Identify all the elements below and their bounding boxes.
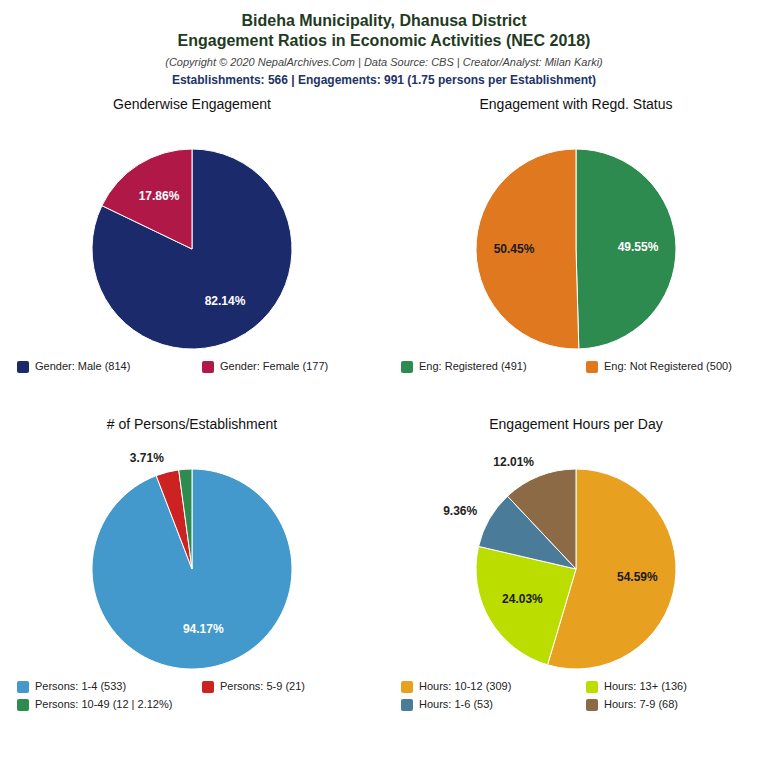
legend-swatch <box>202 681 214 693</box>
legend: Persons: 1-4 (533) Persons: 5-9 (21) Perso… <box>17 680 305 711</box>
legend-swatch <box>17 681 29 693</box>
legend-entry: Eng: Registered (491) <box>419 360 527 372</box>
data-label: 54.59% <box>617 570 658 584</box>
pie-chart: # of Persons/Establishment 94.17% 3.71% Per… <box>17 416 305 711</box>
page-title: Engagement Ratios in Economic Activities… <box>178 32 591 49</box>
legend-entry: Hours: 7-9 (68) <box>604 698 678 710</box>
pie-slice <box>92 469 292 669</box>
slices <box>476 149 676 349</box>
slices <box>476 469 676 669</box>
pie-slice <box>179 469 192 569</box>
legend-entry: Persons: 10-49 (12 | 2.12%) <box>35 698 172 710</box>
pie-chart: Engagement Hours per Day 54.59% 24.03% 9.36… <box>401 416 687 711</box>
legend-swatch <box>17 361 29 373</box>
pie-chart: Genderwise Engagement 82.14% 17.86% Gender:… <box>17 96 328 373</box>
subtitle: (Copyright © 2020 NepalArchives.Com | Da… <box>165 56 603 68</box>
legend-entry: Gender: Male (814) <box>35 360 130 372</box>
data-label: 9.36% <box>443 504 477 518</box>
data-label: 12.01% <box>493 455 534 469</box>
legend: Gender: Male (814) Gender: Female (177) <box>17 360 328 373</box>
chart-title: # of Persons/Establishment <box>107 416 278 432</box>
legend-entry: Hours: 1-6 (53) <box>419 698 493 710</box>
legend-swatch <box>586 681 598 693</box>
page-title: Bideha Municipality, Dhanusa District <box>241 12 527 29</box>
pie-slice <box>576 149 676 349</box>
data-label: 24.03% <box>502 592 543 606</box>
pie-slice <box>476 149 579 349</box>
data-label: 3.71% <box>130 451 164 465</box>
legend-entry: Eng: Not Registered (500) <box>604 360 732 372</box>
pie-slice <box>507 469 576 569</box>
annotation: Establishments: 566 | Engagements: 991 (… <box>172 73 596 87</box>
legend-swatch <box>401 699 413 711</box>
chart-title: Engagement Hours per Day <box>489 416 663 432</box>
data-labels: 82.14% 17.86% <box>139 189 246 308</box>
pie-slice <box>156 470 192 569</box>
slices <box>92 469 292 669</box>
legend-swatch <box>586 699 598 711</box>
legend: Hours: 10-12 (309) Hours: 13+ (136) Hours:… <box>401 680 687 711</box>
legend-entry: Hours: 10-12 (309) <box>419 680 511 692</box>
legend-swatch <box>17 699 29 711</box>
legend-entry: Hours: 13+ (136) <box>604 680 687 692</box>
chart-root: Bideha Municipality, Dhanusa District Eng… <box>0 0 768 768</box>
legend-entry: Persons: 5-9 (21) <box>220 680 305 692</box>
data-label: 82.14% <box>205 294 246 308</box>
data-label: 17.86% <box>139 189 180 203</box>
pie-slice <box>102 149 192 249</box>
data-labels: 49.55% 50.45% <box>494 240 659 256</box>
slices <box>92 149 292 349</box>
background <box>0 0 768 768</box>
pie-slice <box>92 149 292 349</box>
data-label: 94.17% <box>183 622 224 636</box>
legend-swatch <box>586 361 598 373</box>
pie-chart: Engagement with Regd. Status 49.55% 50.45%… <box>401 96 732 373</box>
chart-title: Genderwise Engagement <box>113 96 271 112</box>
data-labels: 94.17% 3.71% <box>130 451 224 636</box>
data-label: 50.45% <box>494 242 535 256</box>
data-label: 49.55% <box>618 240 659 254</box>
legend-swatch <box>401 361 413 373</box>
legend-swatch <box>202 361 214 373</box>
legend: Eng: Registered (491) Eng: Not Registered… <box>401 360 732 373</box>
data-labels: 54.59% 24.03% 9.36% 12.01% <box>443 455 658 606</box>
chart-title: Engagement with Regd. Status <box>479 96 672 112</box>
legend-entry: Persons: 1-4 (533) <box>35 680 126 692</box>
legend-entry: Gender: Female (177) <box>220 360 328 372</box>
legend-swatch <box>401 681 413 693</box>
